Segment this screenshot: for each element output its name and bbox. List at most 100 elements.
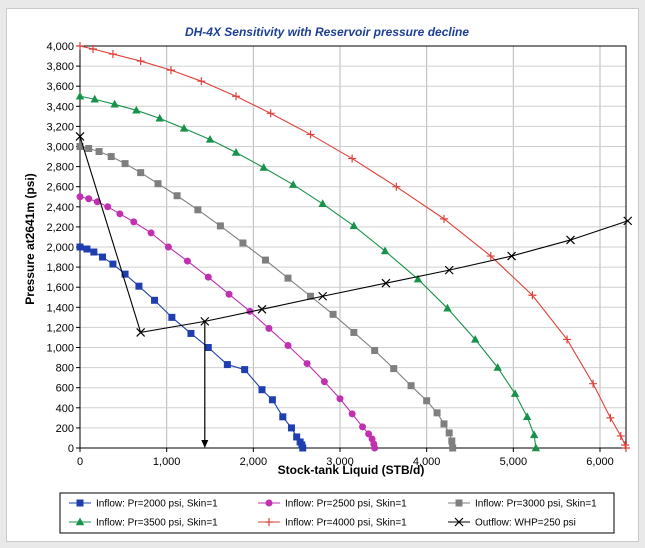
series-3-point (371, 347, 379, 355)
chart-title: DH-4X Sensitivity with Reservoir pressur… (185, 25, 469, 39)
series-1-point (223, 361, 231, 369)
series-5-point (392, 182, 401, 191)
series-2-point (320, 378, 328, 386)
series-4-point (110, 99, 119, 108)
grid-lines (79, 45, 626, 449)
series-3-point (307, 292, 315, 300)
series-6-point (623, 216, 633, 226)
series-4-point (349, 221, 359, 230)
legend-marker (454, 517, 464, 527)
series-5-point (528, 291, 537, 300)
legend-item: Inflow: Pr=2500 psi, Skin=1 (258, 499, 407, 510)
y-tick-label: 0 (68, 443, 74, 455)
legend-box (59, 492, 615, 534)
x-tick-label: 2,000 (240, 456, 268, 468)
series-1 (76, 243, 307, 452)
series-3-point (284, 274, 292, 282)
series-1-point (121, 270, 129, 278)
series-2-point (348, 410, 356, 418)
legend-label: Outflow: WHP=250 psi (475, 518, 576, 529)
legend-marker (76, 499, 84, 507)
series-6-point (566, 235, 575, 245)
series-2-point (116, 210, 124, 218)
series-5-point (136, 57, 145, 66)
legend-label: Inflow: Pr=4000 psi, Skin=1 (285, 518, 407, 529)
series-3-point (76, 143, 84, 150)
legend-item: Inflow: Pr=4000 psi, Skin=1 (258, 518, 407, 529)
legend: Inflow: Pr=2000 psi, Skin=1 Inflow: Pr=25… (69, 499, 597, 529)
series-1-point (76, 243, 84, 251)
series-3-point (95, 148, 103, 156)
series-5-point (167, 66, 175, 75)
series-1-point (90, 248, 98, 256)
series-2 (76, 193, 379, 452)
legend-item: Inflow: Pr=2000 psi, Skin=1 (69, 499, 218, 510)
series-4-point (493, 363, 502, 371)
legend-item: Inflow: Pr=3000 psi, Skin=1 (448, 499, 597, 510)
series-5-line (79, 45, 627, 449)
series-4-point (155, 113, 164, 122)
legend-item: Outflow: WHP=250 psi (448, 518, 576, 529)
series-1-point (83, 245, 91, 253)
series-2-point (130, 218, 138, 226)
y-tick-label: 2,200 (46, 222, 74, 234)
series-3-point (216, 222, 224, 230)
annotation-layer (201, 321, 209, 448)
series-2-point (204, 273, 212, 281)
series-5-point (197, 77, 206, 86)
series-1-point (135, 282, 143, 290)
series-3-point (449, 444, 457, 452)
series-2-point (183, 257, 191, 265)
series-1-point (168, 313, 176, 321)
series-6-point (136, 328, 146, 337)
y-tick-label: 3,800 (46, 61, 74, 73)
legend-marker (75, 517, 85, 526)
series-5-point (440, 214, 448, 223)
series-2-point (359, 423, 367, 431)
series-1-point (204, 344, 212, 351)
series-2-point (147, 229, 155, 237)
x-tick-label: 1,000 (153, 456, 181, 468)
series-5-point (606, 413, 615, 422)
series-4-point (90, 94, 99, 103)
y-tick-label: 3,200 (46, 121, 74, 133)
series-2-line (79, 196, 376, 449)
series-2-point (104, 203, 112, 211)
series-1-point (279, 413, 287, 421)
legend-item: Inflow: Pr=3500 psi, Skin=1 (69, 517, 218, 529)
series-5-point (108, 50, 117, 59)
series-2-point (93, 198, 101, 206)
series-5-point (616, 431, 625, 440)
series-2-point (371, 444, 379, 452)
y-tick-label: 1,600 (46, 282, 74, 294)
series-5-point (348, 154, 357, 163)
y-tick-label: 3,400 (46, 101, 74, 113)
series-6-point (507, 251, 517, 261)
series-1-point (287, 424, 295, 432)
series-6-point (257, 304, 267, 314)
y-tick-label: 2,400 (46, 202, 74, 214)
series-1-point (299, 444, 307, 452)
y-tick-label: 200 (56, 423, 74, 435)
y-axis-title: Pressure at2641m (psi) (23, 173, 37, 304)
series-3-point (433, 409, 441, 417)
legend-label: Inflow: Pr=2500 psi, Skin=1 (285, 499, 407, 510)
series-4-point (380, 246, 390, 255)
series-4-point (523, 412, 532, 421)
series-3-point (329, 310, 337, 318)
series-2-point (303, 360, 311, 368)
legend-label: Inflow: Pr=3500 psi, Skin=1 (96, 518, 218, 529)
series-1-point (187, 329, 195, 337)
series-5-point (76, 42, 84, 50)
series-5-point (486, 252, 495, 261)
series-4-point (318, 199, 327, 207)
series-4-point (531, 443, 541, 452)
y-tick-label: 1,200 (46, 322, 74, 334)
y-tick-label: 600 (56, 383, 74, 395)
series-4-point (75, 91, 85, 100)
series-1-point (109, 260, 117, 268)
series-3-line (79, 145, 454, 449)
series-4-point (179, 123, 189, 132)
series-1-point (99, 253, 107, 261)
series-2-point (164, 243, 172, 251)
